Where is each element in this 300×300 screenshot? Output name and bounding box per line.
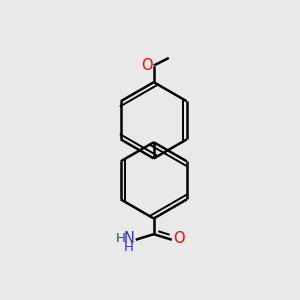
Text: O: O [173,231,185,246]
Text: O: O [142,58,153,73]
Text: H: H [124,241,134,254]
Text: H: H [116,232,125,245]
Text: N: N [123,231,134,246]
